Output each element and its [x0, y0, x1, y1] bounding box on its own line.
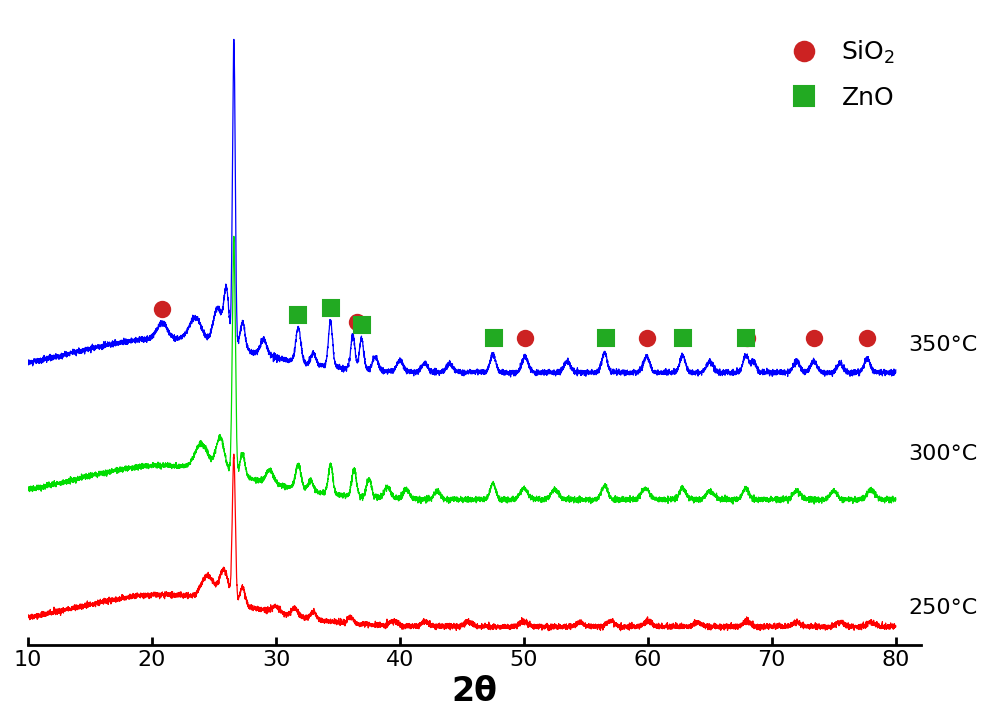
- Text: 250°C: 250°C: [909, 599, 977, 618]
- Text: 350°C: 350°C: [909, 335, 977, 355]
- X-axis label: 2θ: 2θ: [452, 675, 497, 708]
- Legend: SiO$_2$, ZnO: SiO$_2$, ZnO: [767, 27, 908, 123]
- Text: 300°C: 300°C: [909, 444, 977, 464]
